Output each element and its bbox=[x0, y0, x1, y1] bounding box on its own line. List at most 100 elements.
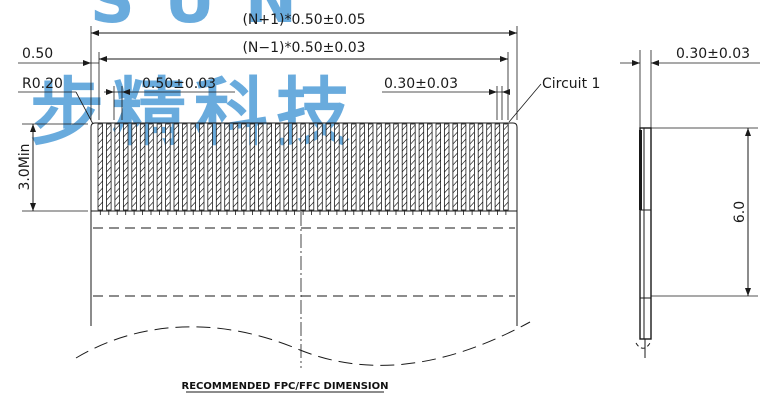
pin-hatch bbox=[266, 201, 272, 208]
pin-hatch bbox=[477, 166, 484, 173]
pin-hatch bbox=[368, 159, 374, 166]
pin-hatch bbox=[334, 187, 340, 194]
pin-hatch bbox=[418, 187, 424, 194]
pin-hatch bbox=[351, 145, 357, 152]
pin-hatch bbox=[249, 159, 255, 166]
pin-hatch bbox=[385, 180, 391, 187]
pin-hatch bbox=[258, 159, 264, 166]
pin-hatch bbox=[106, 166, 112, 173]
pin-hatch bbox=[190, 173, 196, 180]
pin-hatch bbox=[106, 173, 112, 180]
pin-hatch bbox=[249, 187, 255, 194]
pin-hatch bbox=[140, 152, 146, 159]
pin-hatch bbox=[477, 131, 484, 138]
pin-hatch bbox=[232, 159, 239, 166]
pin-hatch bbox=[351, 180, 357, 187]
pin-hatch bbox=[503, 124, 509, 131]
pin-hatch bbox=[444, 152, 450, 159]
pin-hatch bbox=[435, 152, 441, 159]
pin-hatch bbox=[173, 180, 179, 187]
pin-hatch bbox=[427, 166, 433, 173]
pin-hatch bbox=[292, 194, 298, 201]
pin-hatch bbox=[173, 138, 179, 145]
pin-hatch bbox=[393, 131, 399, 138]
pin-hatch bbox=[477, 124, 484, 131]
pin-hatch bbox=[435, 194, 441, 201]
pin-hatch bbox=[182, 166, 188, 173]
pin-hatch bbox=[342, 166, 348, 173]
pin-hatch bbox=[494, 152, 500, 159]
pin-hatch bbox=[140, 159, 146, 166]
pin-hatch bbox=[427, 159, 433, 166]
pin-hatch bbox=[385, 173, 391, 180]
pin-hatch bbox=[182, 124, 188, 131]
pin-hatch bbox=[385, 138, 391, 145]
pin-hatch bbox=[148, 159, 154, 166]
pin-hatch bbox=[435, 159, 441, 166]
pin-hatch bbox=[325, 131, 331, 138]
pin-hatch bbox=[283, 145, 289, 152]
pin-hatch bbox=[342, 159, 348, 166]
pin-hatch bbox=[334, 152, 340, 159]
pin-hatch bbox=[207, 173, 213, 180]
pin-hatch bbox=[427, 131, 433, 138]
pin-hatch bbox=[249, 201, 255, 208]
pin-hatch bbox=[275, 180, 281, 187]
pin-hatch bbox=[156, 152, 162, 159]
pin-hatch bbox=[97, 138, 103, 145]
pin-hatch bbox=[368, 180, 374, 187]
pin-hatch bbox=[156, 124, 162, 131]
pin-hatch bbox=[275, 124, 281, 131]
pin-hatch bbox=[334, 173, 340, 180]
pin-hatch bbox=[444, 180, 450, 187]
pin-hatch bbox=[156, 180, 162, 187]
pin-hatch bbox=[351, 138, 357, 145]
pin-hatch bbox=[300, 145, 306, 152]
pin-hatch bbox=[300, 152, 306, 159]
pin-hatch bbox=[190, 138, 196, 145]
pin-hatch bbox=[494, 180, 500, 187]
pin-hatch bbox=[292, 145, 298, 152]
pin-hatch bbox=[258, 180, 264, 187]
pin-hatch bbox=[283, 187, 289, 194]
pin-hatch bbox=[156, 159, 162, 166]
pin-hatch bbox=[435, 131, 441, 138]
pin-hatch bbox=[452, 201, 458, 208]
pin-hatch bbox=[410, 138, 416, 145]
pin-hatch bbox=[461, 131, 467, 138]
pin-hatch bbox=[249, 145, 255, 152]
pin-hatch bbox=[486, 124, 492, 131]
pin-hatch bbox=[477, 194, 484, 201]
pin-hatch bbox=[503, 152, 509, 159]
pin-hatch bbox=[190, 152, 196, 159]
pin-hatch bbox=[435, 145, 441, 152]
pin-hatch bbox=[165, 201, 171, 208]
pin-hatch bbox=[385, 201, 391, 208]
pin-hatch bbox=[376, 124, 382, 131]
pin-hatch bbox=[165, 138, 171, 145]
pin-hatch bbox=[477, 159, 484, 166]
dim-pitch: 0.50±0.03 bbox=[104, 76, 235, 120]
pin-hatch bbox=[334, 124, 340, 131]
pin-hatch bbox=[114, 131, 120, 138]
pin-hatch bbox=[283, 124, 289, 131]
pin-hatch bbox=[148, 152, 154, 159]
pin-hatch bbox=[123, 166, 129, 173]
pin-hatch bbox=[393, 152, 399, 159]
pin-hatch bbox=[418, 194, 424, 201]
pin-hatch bbox=[232, 152, 239, 159]
pin-hatch bbox=[477, 138, 484, 145]
pin-hatch bbox=[410, 201, 416, 208]
pin-hatch bbox=[325, 152, 331, 159]
pin-hatch bbox=[249, 152, 255, 159]
pin-hatch bbox=[156, 201, 162, 208]
pin-hatch bbox=[393, 194, 399, 201]
pin-hatch bbox=[249, 173, 255, 180]
pin-hatch bbox=[359, 201, 365, 208]
pin-hatch bbox=[123, 159, 129, 166]
pin-hatch bbox=[106, 124, 112, 131]
pin-hatch bbox=[494, 201, 500, 208]
pin-hatch bbox=[106, 180, 112, 187]
pin-hatch bbox=[317, 131, 323, 138]
pin-hatch bbox=[418, 131, 424, 138]
